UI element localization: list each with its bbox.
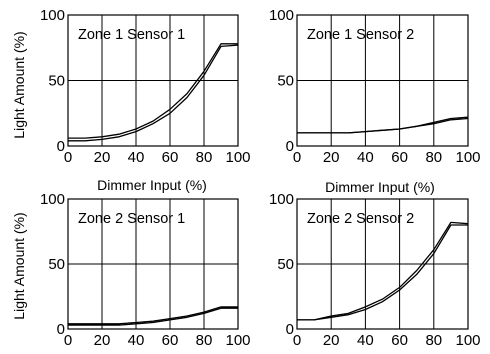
y-tick-label-3-1: 50 bbox=[48, 256, 65, 273]
y-axis-title-bottom: Light Amount (%) bbox=[11, 212, 27, 319]
x-tick-label-2-3: 60 bbox=[391, 149, 408, 166]
panel-title-2: Zone 1 Sensor 2 bbox=[307, 27, 414, 43]
y-tick-label-4-0: 0 bbox=[286, 321, 294, 338]
x-tick-label-2-5: 100 bbox=[455, 149, 480, 166]
x-tick-label-3-2: 40 bbox=[128, 332, 145, 349]
x-tick-label-4-4: 80 bbox=[425, 332, 442, 349]
series-line-1-1 bbox=[68, 44, 239, 142]
x-tick-label-4-5: 100 bbox=[455, 332, 480, 349]
chart-panel-1: 0 20 40 60 80 100 0 50 100 Zone 1 Sensor 1 bbox=[40, 7, 251, 166]
x-tick-label-2-2: 40 bbox=[357, 149, 374, 166]
x-tick-label-2-1: 20 bbox=[323, 149, 340, 166]
y-tick-label-1-1: 50 bbox=[48, 73, 65, 90]
x-tick-label-4-2: 40 bbox=[357, 332, 374, 349]
x-tick-label-3-5: 100 bbox=[225, 332, 250, 349]
y-tick-label-2-1: 50 bbox=[277, 73, 294, 90]
y-tick-label-1-0: 0 bbox=[57, 138, 65, 155]
y-tick-label-4-2: 100 bbox=[269, 191, 294, 208]
x-tick-label-4-0: 0 bbox=[293, 332, 301, 349]
plot-frame-2 bbox=[296, 14, 469, 147]
y-tick-label-3-0: 0 bbox=[57, 321, 65, 338]
x-tick-label-1-1: 20 bbox=[94, 149, 111, 166]
x-tick-label-1-2: 40 bbox=[128, 149, 145, 166]
x-tick-label-3-0: 0 bbox=[64, 332, 72, 349]
chart-panel-3: 0 20 40 60 80 100 0 50 100 Zone 2 Sensor 1 bbox=[40, 191, 251, 349]
series-line-3-1 bbox=[68, 307, 238, 326]
y-tick-label-1-2: 100 bbox=[40, 7, 65, 24]
panel-title-3: Zone 2 Sensor 1 bbox=[78, 211, 185, 227]
y-axis-title-top: Light Amount (%) bbox=[11, 31, 27, 138]
x-tick-label-3-3: 60 bbox=[162, 332, 179, 349]
panel-title-1: Zone 1 Sensor 1 bbox=[78, 27, 185, 43]
x-tick-label-4-3: 60 bbox=[391, 332, 408, 349]
x-tick-label-1-5: 100 bbox=[225, 149, 250, 166]
chart-panel-2: 0 20 40 60 80 100 0 50 100 Zone 1 Sensor 2 bbox=[269, 7, 481, 166]
x-tick-label-1-4: 80 bbox=[196, 149, 213, 166]
series-line-4-1 bbox=[297, 224, 468, 321]
x-axis-title-right: Dimmer Input (%) bbox=[325, 179, 435, 195]
chart-panel-4: 0 20 40 60 80 100 0 50 100 Zone 2 Sensor 2 bbox=[269, 191, 481, 349]
x-tick-label-2-0: 0 bbox=[293, 149, 301, 166]
x-tick-label-2-4: 80 bbox=[425, 149, 442, 166]
x-tick-label-4-1: 20 bbox=[323, 332, 340, 349]
panel-title-4: Zone 2 Sensor 2 bbox=[307, 211, 414, 227]
y-tick-label-2-2: 100 bbox=[269, 7, 294, 24]
y-tick-label-3-2: 100 bbox=[40, 191, 65, 208]
series-line-3-2 bbox=[68, 306, 238, 325]
y-tick-label-4-1: 50 bbox=[277, 256, 294, 273]
x-tick-label-1-3: 60 bbox=[162, 149, 179, 166]
series-line-1-2 bbox=[68, 43, 238, 139]
x-tick-label-3-1: 20 bbox=[94, 332, 111, 349]
x-axis-title-left: Dimmer Input (%) bbox=[97, 177, 207, 193]
x-tick-label-1-0: 0 bbox=[64, 149, 72, 166]
plot-frame-3 bbox=[67, 198, 239, 330]
x-tick-label-3-4: 80 bbox=[196, 332, 213, 349]
series-line-2-2 bbox=[297, 116, 469, 134]
series-line-4-2 bbox=[297, 221, 469, 321]
plot-frame-1 bbox=[67, 14, 239, 147]
y-tick-label-2-0: 0 bbox=[286, 138, 294, 155]
plot-frame-4 bbox=[296, 198, 469, 330]
